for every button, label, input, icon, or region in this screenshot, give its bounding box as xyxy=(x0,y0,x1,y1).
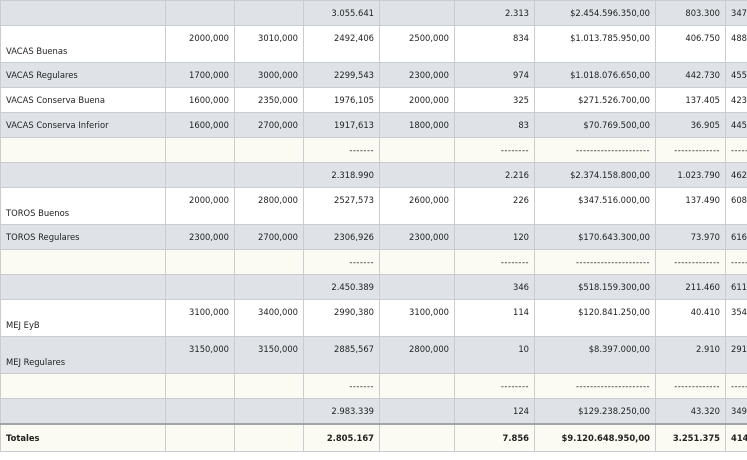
separator-row: ------- -------- --------------------- -… xyxy=(0,137,747,163)
table-row: VACAS Conserva Buena 1600,000 2350,000 1… xyxy=(0,87,747,113)
category-label: VACAS Buenas xyxy=(0,25,166,63)
table-row: TOROS Buenos 2000,000 2800,000 2527,573 … xyxy=(0,187,747,225)
weight: 803.300 xyxy=(655,0,726,26)
category-label: VACAS Conserva Inferior xyxy=(0,112,166,138)
totals-row: Totales 2.805.167 7.856 $9.120.648.950,0… xyxy=(0,422,747,452)
category-label: TOROS Regulares xyxy=(0,224,166,250)
category-label: TOROS Buenos xyxy=(0,187,166,225)
subtotal-row: 2.318.990 2.216 $2.374.158.800,00 1.023.… xyxy=(0,162,747,188)
table-row: VACAS Conserva Inferior 1600,000 2700,00… xyxy=(0,112,747,138)
amount: $2.454.596.350,00 xyxy=(534,0,656,26)
table-row: TOROS Regulares 2300,000 2700,000 2306,9… xyxy=(0,224,747,250)
table-row: VACAS Buenas 2000,000 3010,000 2492,406 … xyxy=(0,25,747,63)
table-row: MEJ Regulares 3150,000 3150,000 2885,567… xyxy=(0,336,747,374)
head-count: 2.313 xyxy=(454,0,535,26)
subtotal-row: 2.983.339 124 $129.238.250,00 43.320 349 xyxy=(0,398,747,424)
average: 347 xyxy=(725,0,747,26)
separator-row: ------- -------- --------------------- -… xyxy=(0,249,747,275)
table-row: MEJ EyB 3100,000 3400,000 2990,380 3100,… xyxy=(0,299,747,337)
subtotal-row: 2.450.389 346 $518.159.300,00 211.460 61… xyxy=(0,274,747,300)
category-label: MEJ Regulares xyxy=(0,336,166,374)
subtotal-value: 3.055.641 xyxy=(303,0,380,26)
category-label: VACAS Regulares xyxy=(0,62,166,88)
table-row: 3.055.641 2.313 $2.454.596.350,00 803.30… xyxy=(0,0,747,26)
totals-label: Totales xyxy=(0,422,166,452)
category-label: VACAS Conserva Buena xyxy=(0,87,166,113)
separator-row: ------- -------- --------------------- -… xyxy=(0,373,747,399)
category-label: MEJ EyB xyxy=(0,299,166,337)
table-row: VACAS Regulares 1700,000 3000,000 2299,5… xyxy=(0,62,747,88)
